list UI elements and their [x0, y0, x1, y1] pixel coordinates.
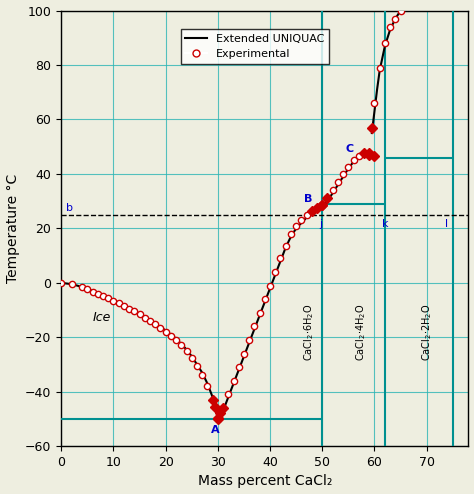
Legend: Extended UNIQUAC, Experimental: Extended UNIQUAC, Experimental: [181, 29, 329, 64]
Text: k: k: [383, 219, 389, 229]
Text: C: C: [346, 144, 354, 154]
Text: A: A: [211, 424, 219, 435]
Text: b: b: [66, 203, 73, 212]
Text: Ice: Ice: [92, 311, 111, 324]
Text: j: j: [319, 219, 323, 229]
Y-axis label: Temperature °C: Temperature °C: [6, 174, 19, 283]
X-axis label: Mass percent CaCl₂: Mass percent CaCl₂: [198, 474, 332, 489]
Text: B: B: [304, 195, 312, 205]
Text: CaCl$_2$$\cdot$2H$_2$O: CaCl$_2$$\cdot$2H$_2$O: [420, 303, 434, 361]
Text: CaCl$_2$$\cdot$6H$_2$O: CaCl$_2$$\cdot$6H$_2$O: [302, 303, 316, 361]
Text: CaCl$_2$$\cdot$4H$_2$O: CaCl$_2$$\cdot$4H$_2$O: [355, 303, 368, 361]
Text: l: l: [445, 219, 448, 229]
